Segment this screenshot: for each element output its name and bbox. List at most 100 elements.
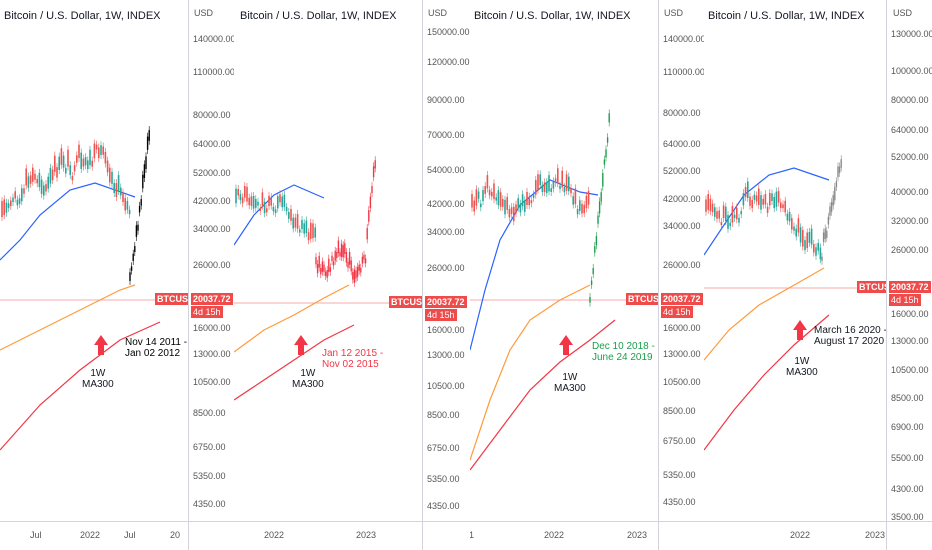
y-tick-label: 4350.00 — [663, 497, 696, 507]
x-tick-label: 21 — [470, 530, 475, 540]
y-tick-label: 100000.00 — [891, 66, 932, 76]
y-tick-label: 13000.00 — [891, 336, 929, 346]
price-plot-2[interactable] — [234, 0, 422, 522]
y-tick-label: 80000.00 — [891, 95, 929, 105]
y-tick-label: 8500.00 — [891, 393, 924, 403]
y-tick-label: 70000.00 — [427, 130, 465, 140]
y-tick-label: 80000.00 — [193, 110, 231, 120]
up-arrow-icon — [294, 335, 308, 355]
y-tick-label: 16000.00 — [663, 323, 701, 333]
chart-title: Bitcoin / U.S. Dollar, 1W, INDEX — [4, 10, 161, 22]
y-tick-label: 42000.00 — [427, 199, 465, 209]
y-tick-label: 6750.00 — [663, 436, 696, 446]
y-tick-label: 110000.00 — [663, 67, 704, 77]
period-annotation: March 16 2020 - August 17 2020 — [814, 325, 887, 347]
chart-title: Bitcoin / U.S. Dollar, 1W, INDEX — [708, 10, 865, 22]
x-tick-label: 2023 — [627, 530, 648, 540]
y-tick-label: 5350.00 — [193, 471, 226, 481]
y-tick-label: 10500.00 — [193, 377, 231, 387]
fractal-overlay — [315, 156, 376, 287]
price-axis[interactable]: USD 140000.00 110000.00 80000.00 64000.00 52… — [188, 0, 234, 550]
bar-countdown: 4d 15h — [661, 306, 693, 318]
usd-label: USD — [428, 8, 448, 18]
y-tick-label: 5350.00 — [663, 470, 696, 480]
y-tick-label: 34000.00 — [427, 227, 465, 237]
candles — [1, 139, 131, 222]
candles — [235, 182, 316, 245]
y-tick-label: 64000.00 — [663, 139, 701, 149]
price-plot-4[interactable] — [704, 0, 886, 522]
x-tick-label: 20 — [170, 530, 181, 540]
y-tick-label: 8500.00 — [663, 406, 696, 416]
y-tick-label: 6900.00 — [891, 422, 924, 432]
chart-panel-3: Bitcoin / U.S. Dollar, 1W, INDEX BTCUSD … — [470, 0, 704, 550]
price-plot-3[interactable] — [470, 0, 658, 522]
y-tick-label: 140000.00 — [193, 34, 234, 44]
y-tick-label: 8500.00 — [193, 408, 226, 418]
x-tick-label: 2022 — [264, 530, 285, 540]
y-tick-label: 8500.00 — [427, 410, 460, 420]
x-tick-label: 2022 — [80, 530, 101, 540]
last-price-label: 20037.72 — [425, 296, 467, 308]
y-tick-label: 90000.00 — [427, 95, 465, 105]
y-tick-label: 54000.00 — [427, 165, 465, 175]
y-tick-label: 52000.00 — [193, 168, 231, 178]
y-tick-label: 130000.00 — [891, 29, 932, 39]
fractal-overlay — [129, 126, 150, 285]
y-tick-label: 16000.00 — [891, 309, 929, 319]
y-tick-label: 13000.00 — [427, 350, 465, 360]
y-tick-label: 26000.00 — [427, 263, 465, 273]
period-annotation: Nov 14 2011 - Jan 02 2012 — [125, 337, 188, 359]
price-axis[interactable]: USD 150000.00 120000.00 90000.00 70000.00 54… — [422, 0, 470, 550]
candles — [705, 177, 822, 264]
period-annotation: Dec 10 2018 - June 24 2019 — [592, 341, 655, 363]
y-tick-label: 110000.00 — [193, 67, 234, 77]
y-tick-label: 10500.00 — [663, 377, 701, 387]
y-tick-label: 32000.00 — [891, 216, 929, 226]
fractal-overlay — [589, 109, 610, 307]
y-tick-label: 6750.00 — [427, 443, 460, 453]
y-tick-label: 16000.00 — [193, 323, 231, 333]
y-tick-label: 140000.00 — [663, 34, 704, 44]
price-tag: BTCUSD — [389, 296, 431, 308]
chart-title: Bitcoin / U.S. Dollar, 1W, INDEX — [474, 10, 631, 22]
y-tick-label: 80000.00 — [663, 108, 701, 118]
usd-label: USD — [194, 8, 214, 18]
last-price-label: 20037.72 — [661, 293, 703, 305]
x-tick-label: 2023 — [865, 530, 886, 540]
y-tick-label: 42000.00 — [193, 196, 231, 206]
y-tick-label: 10500.00 — [891, 365, 929, 375]
period-annotation: Jan 12 2015 - Nov 02 2015 — [322, 348, 384, 370]
ma300-label: 1W MA300 — [292, 368, 324, 390]
chart-title: Bitcoin / U.S. Dollar, 1W, INDEX — [240, 10, 397, 22]
y-tick-label: 5500.00 — [891, 453, 924, 463]
y-tick-label: 10500.00 — [427, 381, 465, 391]
time-axis-border — [0, 521, 932, 522]
x-tick-label: Jul — [124, 530, 136, 540]
usd-label: USD — [893, 8, 913, 18]
bar-countdown: 4d 15h — [889, 294, 921, 306]
y-tick-label: 26000.00 — [891, 245, 929, 255]
fractal-overlay — [821, 155, 842, 265]
up-arrow-icon — [793, 320, 807, 340]
y-tick-label: 26000.00 — [193, 260, 231, 270]
chart-panel-2: Bitcoin / U.S. Dollar, 1W, INDEX BTCUSD … — [234, 0, 470, 550]
price-axis[interactable]: USD 130000.00 100000.00 80000.00 64000.00 52… — [886, 0, 932, 550]
x-tick-label: 2022 — [790, 530, 811, 540]
y-tick-label: 4350.00 — [427, 501, 460, 511]
y-tick-label: 40000.00 — [891, 187, 929, 197]
price-tag: BTCUSD — [626, 293, 668, 305]
price-plot-1[interactable] — [0, 0, 188, 522]
up-arrow-icon — [94, 335, 108, 355]
y-tick-label: 3500.00 — [891, 512, 924, 522]
ma300-label: 1W MA300 — [554, 372, 586, 394]
price-axis[interactable]: USD 140000.00 110000.00 80000.00 64000.00 52… — [658, 0, 704, 550]
candles — [471, 164, 590, 226]
y-tick-label: 6750.00 — [193, 442, 226, 452]
y-tick-label: 150000.00 — [427, 27, 470, 37]
last-price-label: 20037.72 — [191, 293, 233, 305]
bar-countdown: 4d 15h — [191, 306, 223, 318]
y-tick-label: 4350.00 — [193, 499, 226, 509]
x-tick-label: 2023 — [356, 530, 377, 540]
y-tick-label: 4300.00 — [891, 484, 924, 494]
